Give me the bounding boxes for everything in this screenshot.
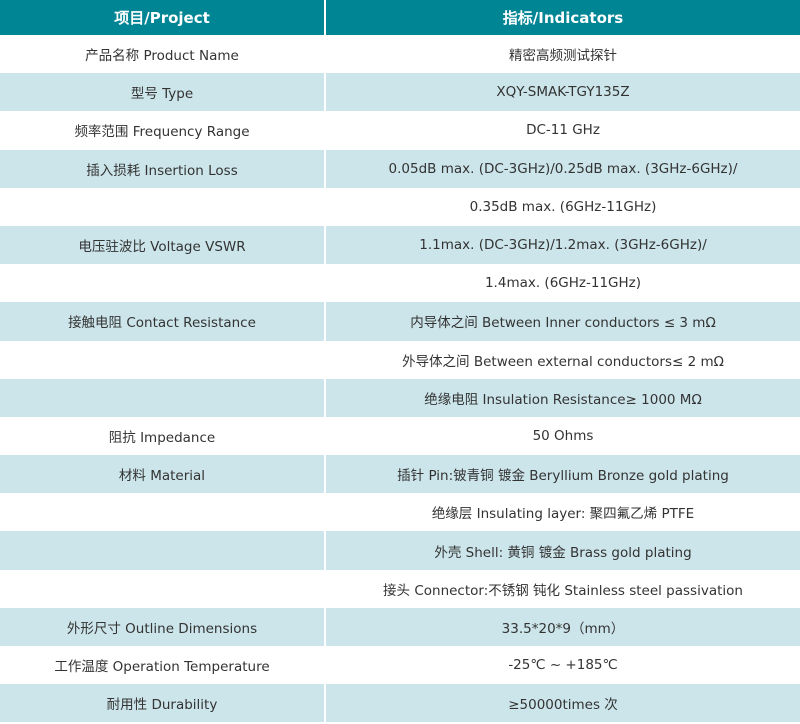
table-row: 1.4max. (6GHz-11GHz): [0, 264, 800, 303]
project-cell: [0, 264, 324, 302]
table-row: 工作温度 Operation Temperature -25℃ ~ +185℃: [0, 646, 800, 685]
indicator-cell: 插针 Pin:铍青铜 镀金 Beryllium Bronze gold plat…: [324, 455, 800, 494]
indicator-cell: 外壳 Shell: 黄铜 镀金 Brass gold plating: [324, 531, 800, 570]
indicator-cell: 绝缘层 Insulating layer: 聚四氟乙烯 PTFE: [324, 493, 800, 532]
table-row: 频率范围 Frequency Range DC-11 GHz: [0, 111, 800, 150]
table-row: 接触电阻 Contact Resistance 内导体之间 Between Inn…: [0, 302, 800, 341]
project-cell: 型号 Type: [0, 73, 324, 112]
project-cell: 接触电阻 Contact Resistance: [0, 302, 324, 341]
table-row: 材料 Material 插针 Pin:铍青铜 镀金 Beryllium Bronz…: [0, 455, 800, 494]
table-row: 型号 Type XQY-SMAK-TGY135Z: [0, 73, 800, 112]
indicator-cell: 50 Ohms: [324, 416, 800, 456]
indicator-cell: 0.05dB max. (DC-3GHz)/0.25dB max. (3GHz-…: [324, 149, 800, 188]
indicator-cell: 33.5*20*9（mm）: [324, 607, 800, 646]
indicator-cell: 精密高频测试探针: [324, 35, 800, 74]
indicator-cell: 1.4max. (6GHz-11GHz): [324, 264, 800, 303]
project-cell: 工作温度 Operation Temperature: [54, 659, 270, 676]
project-cell: 耐用性 Durability: [0, 684, 324, 723]
header-project: 项目/Project: [0, 0, 324, 35]
indicator-cell: 0.35dB max. (6GHz-11GHz): [324, 187, 800, 226]
indicator-cell: -25℃ ~ +185℃: [324, 646, 800, 685]
table-row: 耐用性 Durability ≥50000times 次: [0, 684, 800, 723]
table-row: 插入损耗 Insertion Loss 0.05dB max. (DC-3GHz)…: [0, 149, 800, 188]
indicator-cell: 内导体之间 Between Inner conductors ≤ 3 mΩ: [324, 302, 800, 341]
indicator-cell: DC-11 GHz: [324, 111, 800, 150]
table-row: 外壳 Shell: 黄铜 镀金 Brass gold plating: [0, 531, 800, 570]
indicator-cell: XQY-SMAK-TGY135Z: [324, 73, 800, 112]
project-cell: [0, 531, 324, 570]
table-row: 电压驻波比 Voltage VSWR 1.1max. (DC-3GHz)/1.2m…: [0, 225, 800, 265]
header-indicators: 指标/Indicators: [324, 0, 800, 35]
project-cell: [0, 341, 324, 379]
table-row: 0.35dB max. (6GHz-11GHz): [0, 187, 800, 226]
indicator-cell: 外导体之间 Between external conductors≤ 2 mΩ: [324, 340, 800, 379]
indicator-cell: ≥50000times 次: [324, 684, 800, 723]
table-row: 产品名称 Product Name 精密高频测试探针: [0, 35, 800, 74]
project-cell: 外形尺寸 Outline Dimensions: [0, 607, 324, 646]
indicator-cell: 1.1max. (DC-3GHz)/1.2max. (3GHz-6GHz)/: [324, 225, 800, 265]
project-cell: 插入损耗 Insertion Loss: [0, 149, 324, 188]
table-row: 阻抗 Impedance 50 Ohms: [0, 416, 800, 456]
project-cell: 电压驻波比 Voltage VSWR: [0, 225, 324, 265]
project-cell: 阻抗 Impedance: [108, 429, 216, 446]
table-row: 绝缘电阻 Insulation Resistance≥ 1000 MΩ: [0, 378, 800, 417]
project-cell: 频率范围 Frequency Range: [74, 124, 250, 141]
project-cell: [0, 378, 324, 417]
project-cell: 材料 Material: [0, 455, 324, 494]
table-header-row: 项目/Project 指标/Indicators: [0, 0, 800, 35]
project-cell: [0, 570, 324, 608]
indicator-cell: 绝缘电阻 Insulation Resistance≥ 1000 MΩ: [324, 378, 800, 417]
project-cell: 产品名称 Product Name: [85, 48, 239, 65]
table-row: 外导体之间 Between external conductors≤ 2 mΩ: [0, 340, 800, 379]
table-row: 绝缘层 Insulating layer: 聚四氟乙烯 PTFE: [0, 493, 800, 532]
project-cell: [0, 493, 324, 531]
indicator-cell: 接头 Connector:不锈钢 钝化 Stainless steel pass…: [324, 569, 800, 608]
project-cell: [0, 188, 324, 226]
table-row: 外形尺寸 Outline Dimensions 33.5*20*9（mm）: [0, 607, 800, 646]
table-row: 接头 Connector:不锈钢 钝化 Stainless steel pass…: [0, 569, 800, 608]
